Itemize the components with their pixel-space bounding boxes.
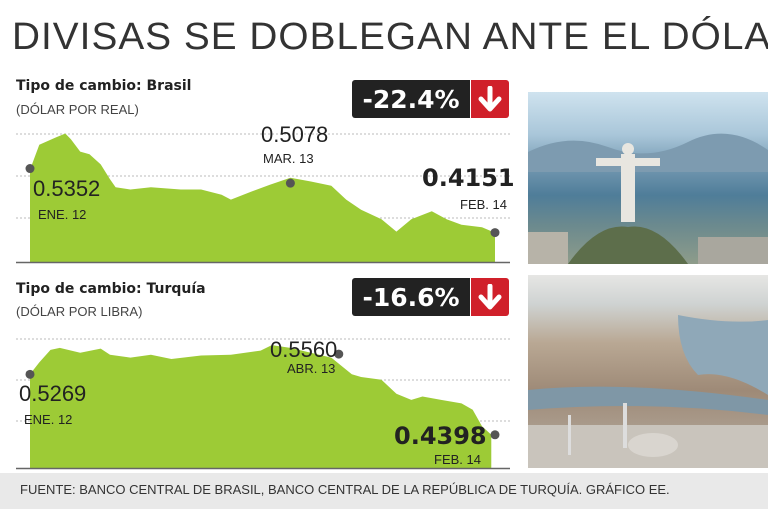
- turquia-start-date: ENE. 12: [24, 412, 73, 427]
- turquia-chart-title: Tipo de cambio: Turquía: [16, 281, 206, 297]
- turquia-end-date: FEB. 14: [434, 452, 481, 467]
- brasil-change-badge: -22.4%: [352, 80, 470, 118]
- brasil-end-date: FEB. 14: [460, 197, 507, 212]
- brasil-chart-subtitle: (DÓLAR POR REAL): [16, 102, 139, 117]
- turquia-mid-value: 0.5560: [270, 337, 338, 362]
- arrow-down-icon: [471, 80, 509, 118]
- turquia-chart-subtitle: (DÓLAR POR LIBRA): [16, 304, 143, 319]
- turquia-change-badge: -16.6%: [352, 278, 470, 316]
- brasil-end-value: 0.4151: [422, 164, 515, 192]
- annotation-dot: [25, 369, 35, 379]
- annotation-dot: [285, 178, 295, 188]
- turquia-mid-date: ABR. 13: [287, 361, 336, 376]
- annotation-dot: [334, 349, 344, 359]
- arrow-down-icon: [471, 278, 509, 316]
- brasil-start-date: ENE. 12: [38, 207, 87, 222]
- brasil-mid-date: MAR. 13: [263, 151, 314, 166]
- brasil-start-value: 0.5352: [33, 176, 101, 201]
- turquia-start-value: 0.5269: [19, 381, 87, 406]
- brasil-mid-value: 0.5078: [261, 122, 329, 147]
- source-footer: FUENTE: BANCO CENTRAL DE BRASIL, BANCO C…: [0, 473, 768, 509]
- brasil-chart-title: Tipo de cambio: Brasil: [16, 78, 192, 94]
- area-series: [30, 133, 495, 262]
- annotation-dot: [490, 430, 500, 440]
- annotation-dot: [25, 164, 35, 174]
- page-title: DIVISAS SE DOBLEGAN ANTE EL DÓLAR: [12, 16, 768, 58]
- turquia-area-chart: [16, 338, 510, 470]
- turquia-end-value: 0.4398: [394, 422, 487, 450]
- istanbul-photo: [528, 275, 768, 468]
- annotation-dot: [490, 228, 500, 238]
- rio-de-janeiro-photo: [528, 92, 768, 264]
- brasil-area-chart: [16, 133, 510, 264]
- area-series: [30, 345, 492, 468]
